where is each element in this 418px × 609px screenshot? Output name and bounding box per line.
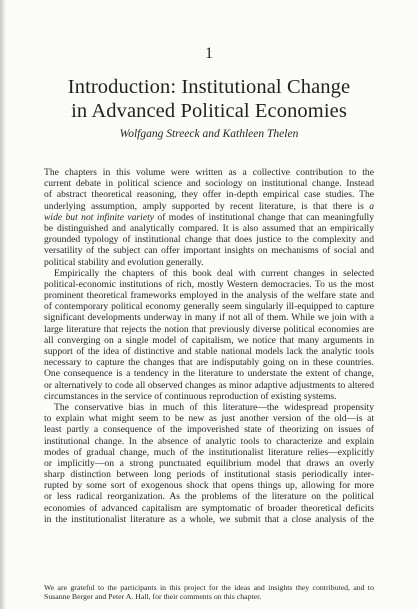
text-line: of contemporary political economy genera…: [44, 301, 374, 313]
text-line: least partly a consequence of the impove…: [44, 424, 374, 436]
text-line: political-economic institutions of rich,…: [44, 278, 374, 290]
text-run: underlying assumption, amply supported b…: [44, 200, 370, 212]
text-line: be distinguished and analytically compar…: [44, 222, 374, 234]
text-line: current debate in political science and …: [44, 178, 374, 190]
text-line: wide but not infinite variety of modes o…: [44, 212, 374, 223]
text-line: or less radical reorganization. As the p…: [44, 491, 374, 503]
text-line: or implicitly—on a strong punctuated equ…: [44, 457, 374, 469]
text-line: to explain what might seem to be new as …: [44, 413, 374, 425]
footnote-line: Susanne Berger and Peter A. Hall, for th…: [44, 592, 262, 602]
footnote: We are grateful to the participants in t…: [44, 583, 374, 602]
text-line: of abstract theoretical reasoning, they …: [44, 189, 374, 201]
text-line: or alternatively to code all observed ch…: [44, 379, 374, 391]
text-line: large literature that rejects the notion…: [44, 323, 374, 335]
text-line: all converging on a single model of capi…: [44, 334, 374, 346]
text-line: One consequence is a tendency in the lit…: [44, 368, 374, 380]
text-line: modes of gradual change, much of the ins…: [44, 446, 374, 458]
text-line: versatility of the subject can offer imp…: [44, 245, 374, 257]
text-line: support of the idea of distinctive and s…: [44, 346, 374, 357]
text-line: Empirically the chapters of this book de…: [54, 267, 374, 279]
text-line: institutional change. In the absence of …: [44, 435, 374, 447]
text-line: grounded typology of institutional chang…: [44, 234, 374, 246]
text-run: of modes of institutional change that ca…: [154, 211, 375, 223]
text-line: The conservative bias in much of this li…: [54, 401, 374, 413]
text-line: rupted by some sort of exogenous shock t…: [44, 480, 374, 492]
text-line: sharp distinction between long periods o…: [44, 469, 374, 481]
footnote-line: We are grateful to the participants in t…: [44, 583, 374, 592]
text-line: underlying assumption, amply supported b…: [44, 201, 374, 212]
text-line: in the institutionalist literature as a …: [44, 513, 374, 525]
paragraph: The chapters in this volume were written…: [44, 167, 374, 268]
italic-run: a: [369, 200, 374, 212]
text-line: political stability and evolution genera…: [44, 256, 204, 268]
text-line: necessary to capture the changes that ar…: [44, 357, 374, 369]
text-line: The chapters in this volume were written…: [44, 167, 374, 178]
text-line: significant developments underway in man…: [44, 312, 374, 324]
text-line: economies of advanced capitalism are sym…: [44, 502, 374, 514]
chapter-number: 1: [205, 45, 213, 62]
paragraph: The conservative bias in much of this li…: [44, 402, 374, 525]
chapter-title: Introduction: Institutional Change in Ad…: [44, 75, 374, 123]
page-binding-shadow: [0, 0, 6, 609]
body-text: The chapters in this volume were written…: [44, 167, 374, 525]
chapter-title-line: in Advanced Political Economies: [71, 100, 347, 122]
chapter-title-line: Introduction: Institutional Change: [67, 76, 351, 98]
text-line: prominent theoretical frameworks employe…: [44, 290, 374, 302]
chapter-authors: Wolfgang Streeck and Kathleen Thelen: [119, 128, 299, 140]
paragraph: Empirically the chapters of this book de…: [44, 268, 374, 402]
text-line: circumstances in the service of continuo…: [44, 390, 337, 402]
italic-run: wide but not infinite variety: [44, 211, 155, 223]
